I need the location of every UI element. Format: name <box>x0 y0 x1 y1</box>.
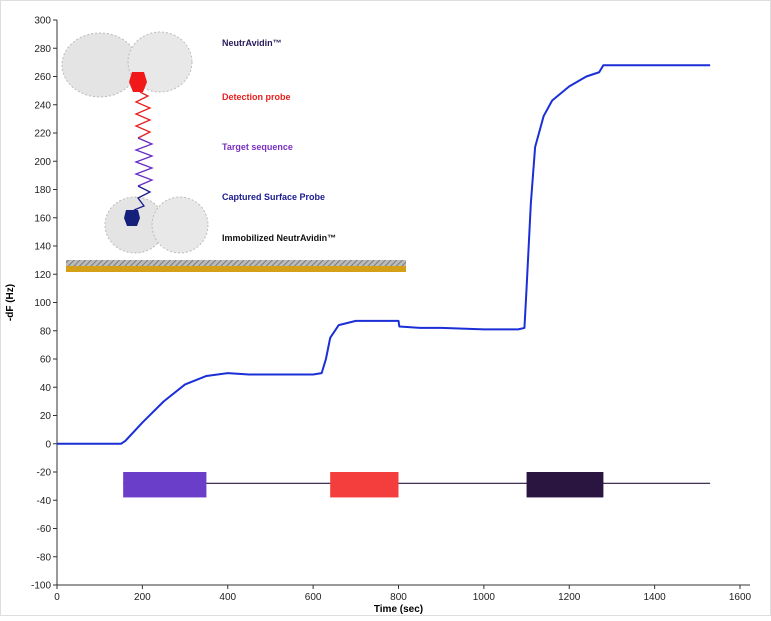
y-tick-label: 220 <box>34 129 51 140</box>
x-axis-label: Time (sec) <box>374 604 423 615</box>
y-tick-label: 300 <box>34 16 51 27</box>
protein-top <box>61 32 139 98</box>
y-tick-label: 280 <box>34 44 51 55</box>
y-tick-label: 60 <box>40 355 52 366</box>
x-tick-label: 800 <box>390 592 407 603</box>
x-tick-label: 0 <box>54 592 60 603</box>
y-axis-label: -dF (Hz) <box>5 284 16 321</box>
y-tick-label: 40 <box>40 383 52 394</box>
y-tick-label: 180 <box>34 185 51 196</box>
y-tick-label: 200 <box>34 157 51 168</box>
x-tick-label: 1000 <box>473 592 496 603</box>
x-tick-label: 1400 <box>644 592 667 603</box>
annotation: Target sequence <box>222 142 293 152</box>
capture-tag <box>124 210 140 226</box>
inset-diagram <box>61 31 406 272</box>
y-tick-label: -20 <box>37 468 52 479</box>
x-tick-label: 600 <box>305 592 322 603</box>
y-tick-label: -80 <box>37 552 52 563</box>
target-sequence <box>134 137 154 187</box>
y-tick-label: -60 <box>37 524 52 535</box>
detection-tag <box>129 72 147 92</box>
surface-probe <box>133 185 152 211</box>
y-tick-label: 160 <box>34 213 51 224</box>
detection-probe <box>134 91 152 139</box>
y-tick-label: -100 <box>31 581 51 592</box>
y-tick-label: 140 <box>34 242 51 253</box>
x-tick-label: 1200 <box>558 592 581 603</box>
annotation: NeutrAvidin™ <box>222 38 282 48</box>
y-tick-label: -40 <box>37 496 52 507</box>
x-tick-label: 200 <box>134 592 151 603</box>
surface-layer <box>66 260 406 266</box>
x-tick-label: 1600 <box>729 592 752 603</box>
x-tick-label: 400 <box>219 592 236 603</box>
data-line <box>57 64 711 445</box>
y-tick-label: 260 <box>34 72 51 83</box>
annotation: Captured Surface Probe <box>222 192 325 202</box>
injection-bar <box>330 472 399 498</box>
protein-bottom <box>151 196 209 254</box>
y-tick-label: 20 <box>40 411 52 422</box>
annotation: Detection probe <box>222 92 291 102</box>
y-tick-label: 0 <box>45 439 51 450</box>
y-tick-label: 120 <box>34 270 51 281</box>
y-tick-label: 80 <box>40 326 52 337</box>
annotation: Immobilized NeutrAvidin™ <box>222 233 336 243</box>
y-tick-label: 100 <box>34 298 51 309</box>
gold-surface <box>66 266 406 272</box>
y-tick-label: 240 <box>34 100 51 111</box>
injection-bar <box>123 472 207 498</box>
injection-bar <box>526 472 604 498</box>
